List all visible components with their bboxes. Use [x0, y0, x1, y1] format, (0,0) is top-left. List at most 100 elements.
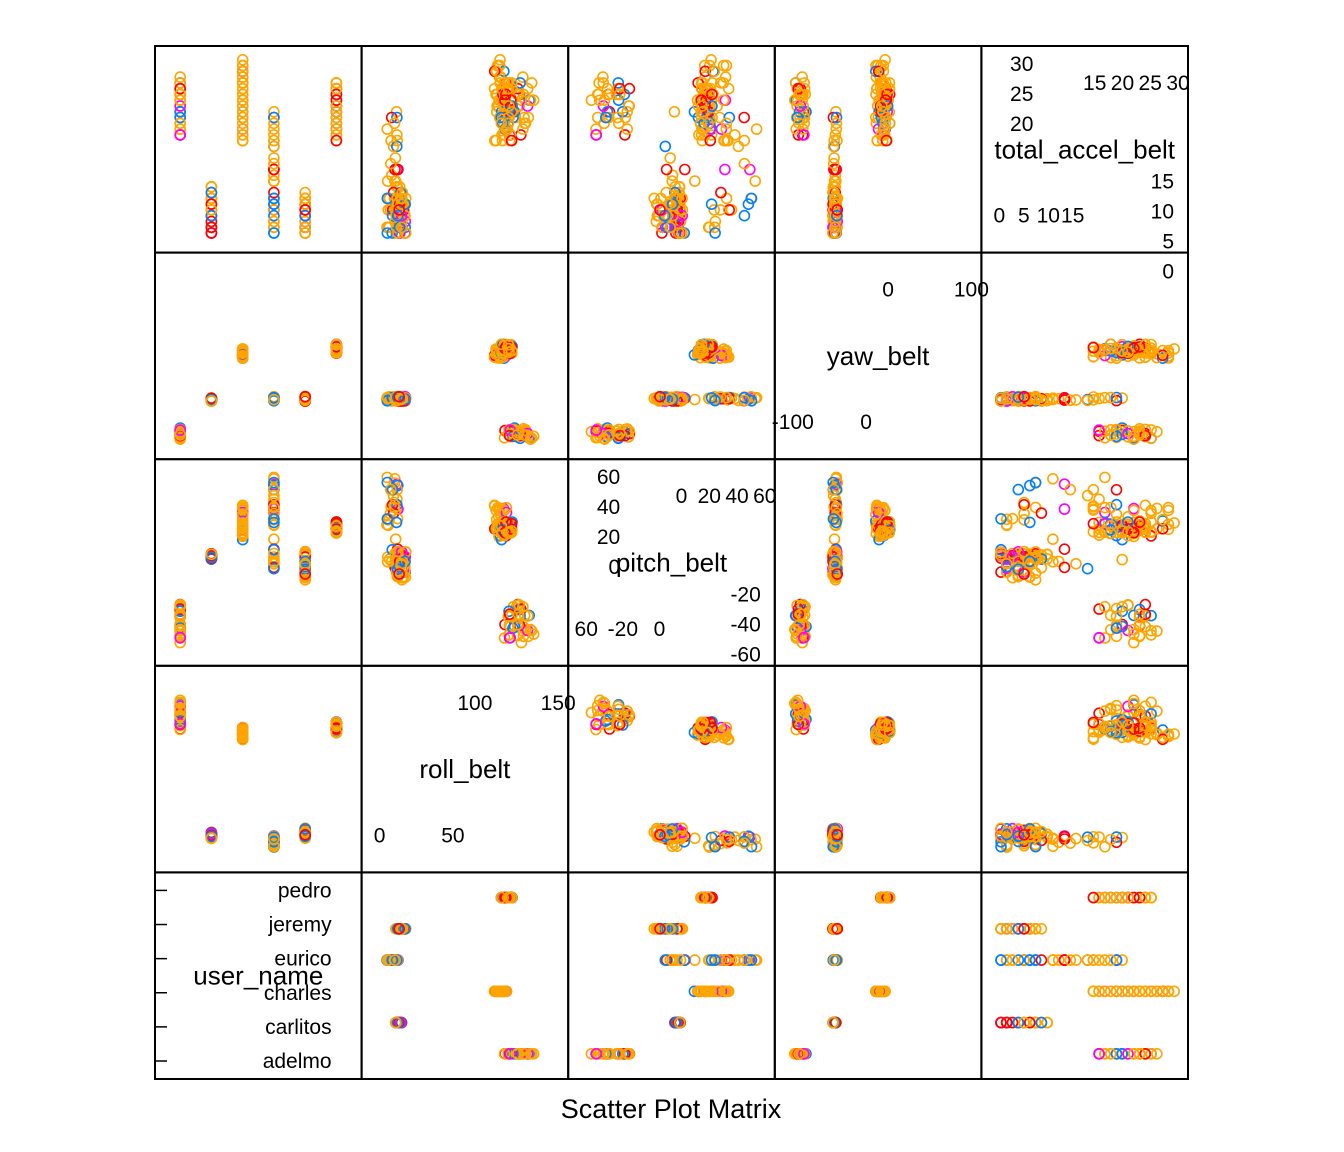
point: [1024, 393, 1036, 406]
point: [1104, 342, 1117, 355]
point: [174, 717, 186, 730]
point: [268, 835, 280, 848]
level-label: carlitos: [265, 1016, 332, 1039]
tick-label: 0: [1162, 260, 1174, 283]
point: [1087, 525, 1100, 538]
point: [722, 82, 735, 95]
panel-yaw_belt-vs-roll_belt: [788, 694, 896, 853]
point: [299, 204, 312, 216]
point: [828, 533, 841, 546]
tick-label: 60: [575, 618, 598, 641]
point: [831, 922, 844, 935]
point: [1151, 625, 1163, 637]
point: [1035, 1016, 1048, 1029]
point: [268, 186, 280, 199]
tick-label: -60: [730, 644, 760, 667]
point: [506, 100, 518, 112]
point: [875, 100, 888, 112]
point: [1081, 562, 1094, 575]
point: [1029, 501, 1042, 514]
point: [1104, 985, 1117, 998]
point: [879, 94, 892, 106]
point: [590, 717, 603, 730]
point: [880, 134, 893, 147]
point: [612, 703, 625, 716]
point: [1093, 707, 1105, 720]
point: [500, 985, 513, 998]
point: [666, 209, 679, 222]
point: [1116, 519, 1128, 532]
panel-total_accel_belt-vs-user_name: [995, 891, 1180, 1060]
point: [743, 163, 756, 176]
point: [268, 169, 280, 182]
point: [1093, 392, 1105, 405]
point: [1047, 533, 1059, 546]
point: [1087, 391, 1100, 403]
point: [1024, 827, 1036, 839]
point: [1029, 827, 1042, 840]
point: [798, 129, 810, 141]
point: [828, 152, 840, 164]
point: [827, 513, 840, 525]
point: [1006, 392, 1019, 405]
point: [268, 129, 280, 141]
tick-label: 0: [882, 279, 894, 302]
point: [623, 100, 636, 112]
point: [650, 215, 663, 228]
tick-label: 25: [1139, 72, 1162, 95]
point: [1093, 1048, 1105, 1060]
tick-label: 0: [860, 411, 872, 434]
point: [1064, 483, 1077, 496]
point: [1099, 840, 1111, 853]
point: [1128, 1048, 1140, 1060]
point: [268, 543, 280, 556]
point: [268, 134, 280, 147]
tick-label: 150: [541, 692, 576, 715]
point: [384, 483, 397, 496]
point: [393, 204, 406, 216]
point: [1093, 954, 1105, 966]
point: [1139, 343, 1152, 355]
point: [1156, 522, 1169, 535]
point: [702, 117, 715, 130]
point: [268, 483, 280, 496]
point: [393, 922, 406, 935]
tick-label: 50: [441, 824, 464, 847]
point: [1156, 985, 1169, 998]
point: [174, 106, 186, 118]
tick-label: 10: [1151, 200, 1174, 223]
point: [612, 94, 625, 106]
panel-yaw_belt-vs-pitch_belt: [788, 471, 896, 649]
point: [1122, 719, 1134, 731]
point: [1000, 557, 1013, 570]
point: [174, 123, 186, 135]
point: [831, 828, 844, 841]
point: [299, 186, 312, 199]
point: [299, 828, 312, 841]
point: [603, 710, 616, 723]
panel-total_accel_belt-vs-roll_belt: [995, 694, 1180, 853]
point: [738, 209, 751, 222]
point: [395, 221, 408, 234]
point: [879, 53, 891, 66]
point: [521, 82, 534, 95]
points-layer: [174, 53, 1180, 1060]
point: [205, 395, 218, 407]
point: [709, 394, 721, 407]
point: [1012, 830, 1025, 843]
point: [236, 77, 249, 89]
point: [1035, 834, 1048, 847]
point: [522, 630, 535, 643]
point: [612, 117, 625, 130]
point: [1018, 837, 1030, 850]
point: [668, 106, 681, 118]
point: [688, 954, 701, 966]
point: [1139, 733, 1152, 746]
point: [877, 106, 889, 118]
point: [1093, 985, 1105, 998]
point: [1024, 571, 1036, 584]
point: [1162, 985, 1175, 998]
point: [1006, 922, 1019, 935]
point: [1110, 1048, 1123, 1060]
